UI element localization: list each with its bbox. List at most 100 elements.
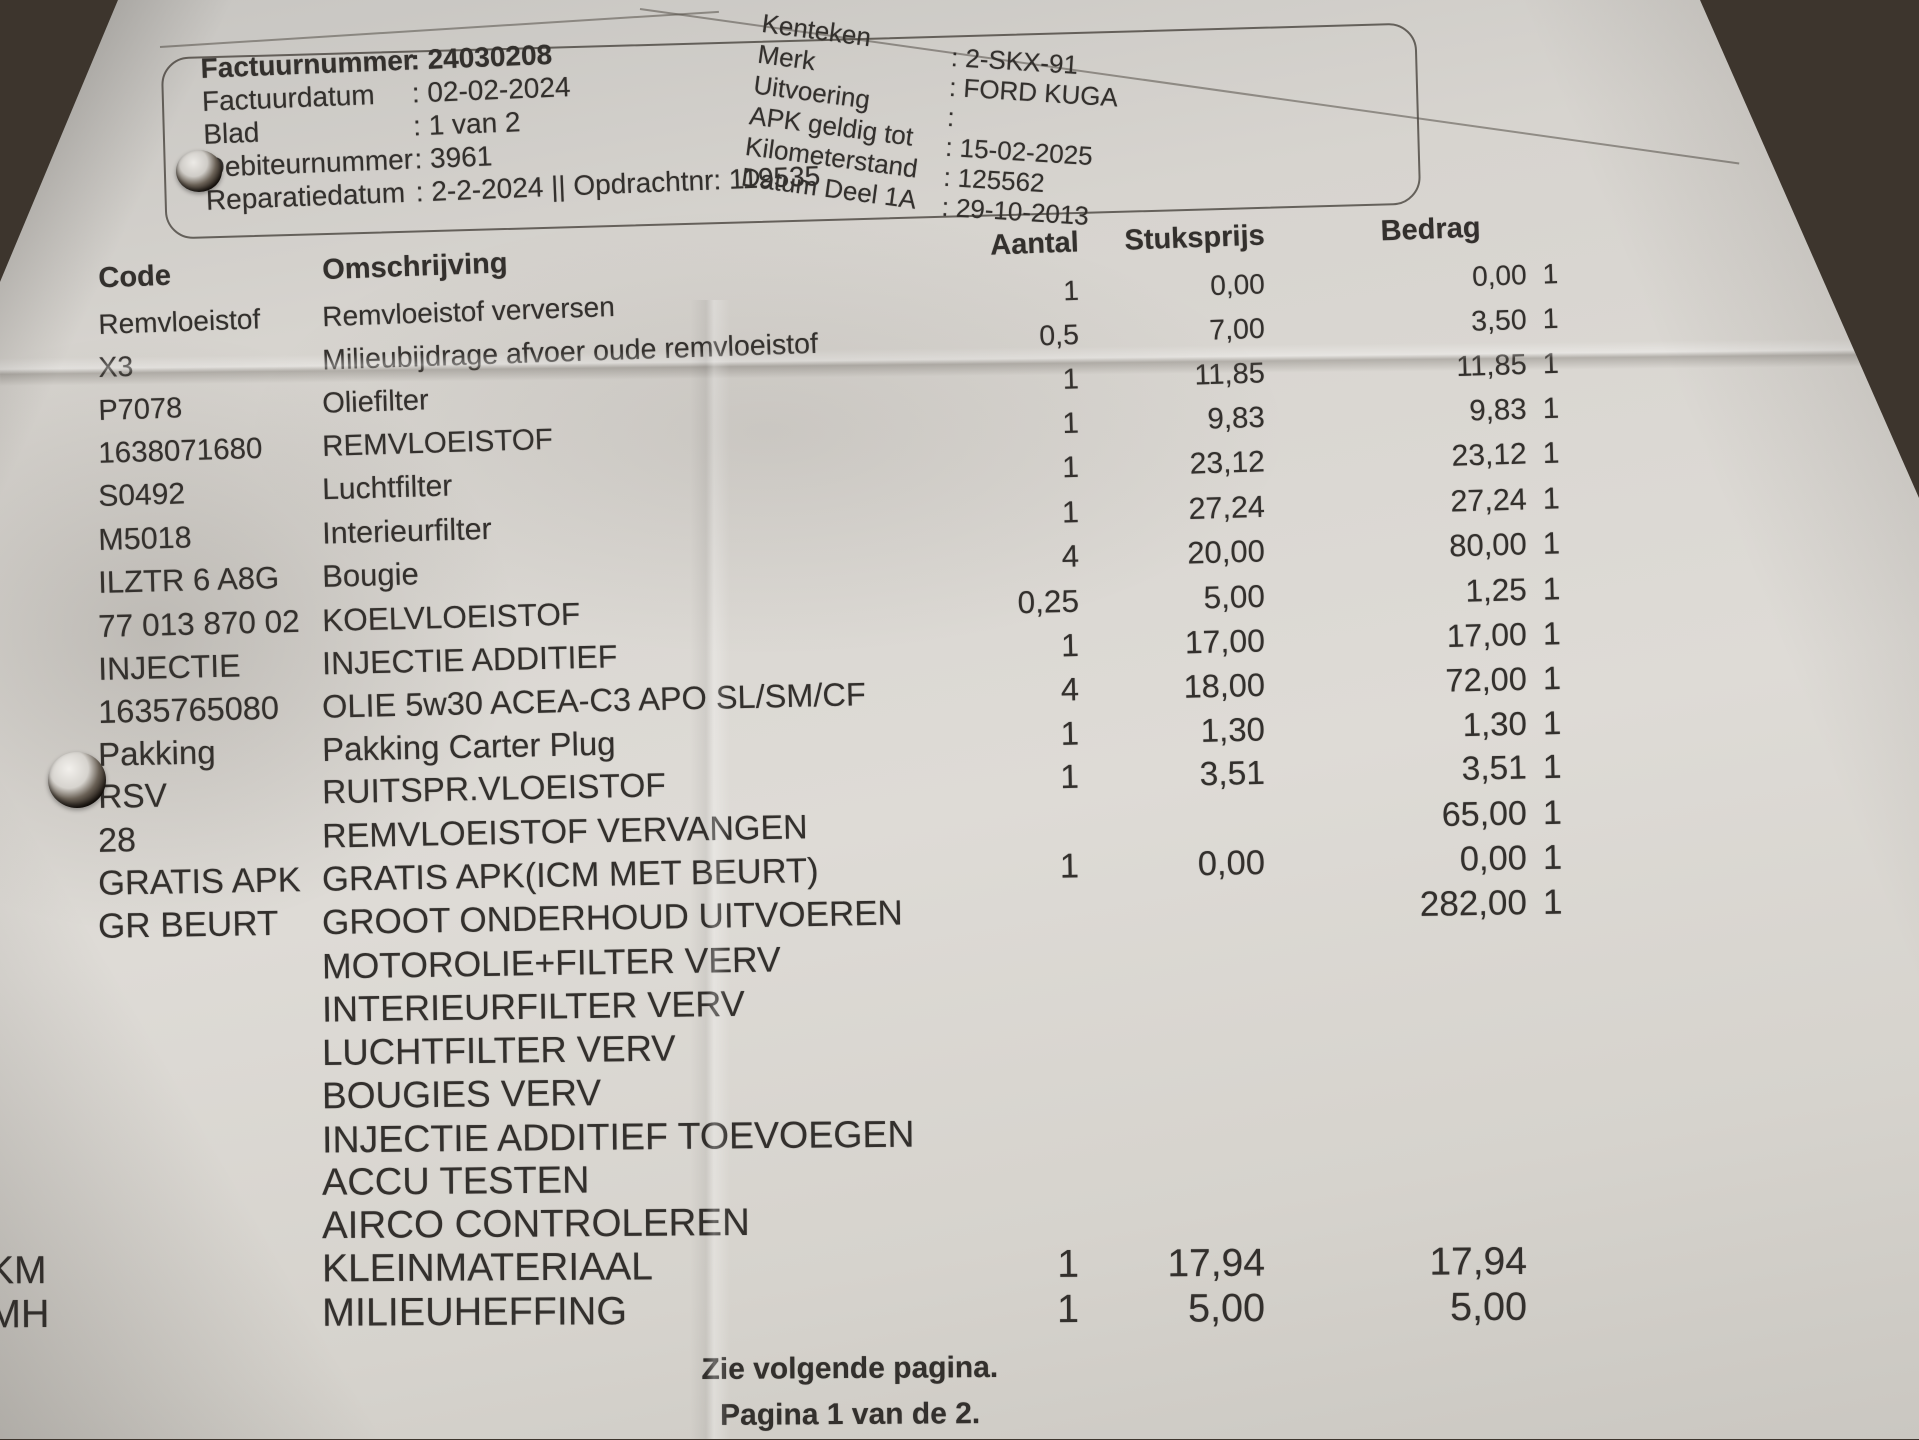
page-footer: Zie volgende pagina. Pagina 1 van de 2. (630, 1344, 1071, 1439)
item-unit-price: 7,00 (1078, 307, 1265, 357)
item-amount (1265, 1095, 1527, 1098)
footer-next-page-note: Zie volgende pagina. (630, 1344, 1070, 1393)
item-unit-price (1079, 829, 1265, 833)
item-amount: 65,00 (1265, 791, 1528, 840)
item-amount: 72,00 (1264, 657, 1527, 707)
item-amount: 27,24 (1264, 477, 1527, 528)
item-vat-code: 1 (1526, 386, 1597, 432)
item-qty: 4 (966, 667, 1079, 714)
item-qty (967, 1188, 1079, 1189)
item-vat-code: 1 (1526, 431, 1597, 477)
item-vat-code: 1 (1526, 296, 1597, 342)
item-unit-price: 9,83 (1078, 396, 1265, 446)
item-qty (967, 922, 1079, 924)
item-code: S0492 (92, 468, 323, 519)
item-amount (1265, 1050, 1527, 1053)
item-unit-price: 17,00 (1078, 618, 1265, 667)
item-qty (967, 1011, 1079, 1013)
item-unit-price: 0,00 (1078, 262, 1265, 312)
item-qty (967, 1232, 1079, 1233)
item-code: GRATIS APK (92, 858, 323, 906)
item-amount: 17,00 (1264, 612, 1527, 662)
item-code: 77 013 870 02 (92, 598, 323, 648)
item-qty: 1 (966, 357, 1079, 405)
item-amount: 80,00 (1264, 522, 1527, 573)
item-qty (967, 1100, 1079, 1101)
item-vat-code (1527, 1184, 1597, 1185)
item-qty: 1 (967, 1243, 1079, 1288)
item-code: 28 (92, 815, 323, 863)
item-amount: 17,94 (1265, 1240, 1527, 1286)
item-amount: 282,00 (1265, 881, 1528, 929)
item-code: 1635765080 (92, 685, 323, 734)
item-vat-code (1527, 959, 1597, 960)
item-qty: 1 (966, 402, 1079, 449)
item-amount (1265, 1005, 1527, 1009)
item-vat-code: 1 (1527, 880, 1598, 925)
item-vat-code (1527, 1004, 1597, 1005)
item-vat-code: 1 (1526, 520, 1597, 566)
item-code (92, 1108, 322, 1111)
col-header-qty: Aantal (966, 220, 1080, 268)
item-description: ACCU TESTEN (322, 1155, 967, 1205)
item-code: Pakking (92, 728, 323, 777)
item-code (92, 1195, 322, 1197)
item-unit-price: 1,30 (1078, 707, 1265, 755)
item-amount: 3,51 (1264, 747, 1527, 796)
item-vat-code (1527, 1094, 1597, 1095)
item-vat-code: 1 (1526, 251, 1597, 297)
item-qty: 0,5 (966, 313, 1079, 361)
item-vat-code: 1 (1526, 565, 1597, 611)
item-qty: 1 (966, 446, 1079, 493)
item-amount: 1,25 (1264, 567, 1527, 618)
item-description: KLEINMATERIAAL (322, 1243, 967, 1291)
item-code: RSV (92, 771, 323, 820)
item-qty (967, 967, 1079, 969)
item-code (92, 1152, 322, 1154)
item-vat-code (1527, 1140, 1597, 1141)
item-amount: 5,00 (1265, 1285, 1527, 1330)
item-amount (1265, 1229, 1527, 1231)
item-description: INJECTIE ADDITIEF TOEVOEGEN (322, 1111, 967, 1161)
item-qty (967, 1145, 1079, 1146)
item-qty: 1 (966, 490, 1079, 537)
item-unit-price: 23,12 (1078, 440, 1265, 489)
item-vat-code: 1 (1526, 610, 1597, 656)
item-vat-code (1527, 1049, 1597, 1050)
item-qty (967, 1055, 1079, 1056)
item-qty: 1 (967, 756, 1080, 802)
item-amount (1265, 960, 1527, 964)
item-code (92, 978, 322, 982)
item-code: KM (0, 1247, 322, 1293)
footer-page-number: Pagina 1 van de 2. (630, 1390, 1070, 1439)
item-vat-code: 1 (1526, 790, 1597, 835)
header-field-value: : 3961 (414, 139, 493, 175)
item-qty: 0,25 (966, 579, 1079, 626)
item-vat-code: 1 (1526, 655, 1597, 701)
item-qty: 1 (966, 623, 1079, 670)
item-unit-price (1079, 1053, 1265, 1055)
item-unit-price (1079, 964, 1265, 967)
item-vat-code: 1 (1527, 835, 1598, 880)
item-code: ILZTR 6 A8G (92, 555, 323, 605)
item-code: M5018 (92, 512, 323, 563)
item-description: AIRCO CONTROLEREN (322, 1199, 967, 1248)
item-qty (967, 833, 1079, 835)
item-unit-price (1079, 918, 1265, 921)
item-code: INJECTIE (92, 641, 323, 691)
item-vat-code: 1 (1526, 700, 1597, 746)
item-code (92, 1238, 322, 1240)
table-rows: Remvloeistof Remvloeistof verversen 1 0,… (92, 276, 1652, 1332)
item-unit-price: 18,00 (1078, 663, 1265, 711)
item-amount (1265, 1184, 1527, 1186)
item-unit-price (1079, 1231, 1265, 1232)
item-vat-code (1527, 1229, 1597, 1230)
item-amount: 1,30 (1264, 702, 1527, 752)
col-header-vat (1527, 232, 1597, 235)
item-unit-price: 3,51 (1079, 752, 1266, 800)
col-header-code: Code (92, 248, 323, 300)
item-unit-price: 17,94 (1079, 1242, 1265, 1287)
item-code: MH (0, 1291, 322, 1337)
item-unit-price: 5,00 (1079, 1286, 1265, 1331)
